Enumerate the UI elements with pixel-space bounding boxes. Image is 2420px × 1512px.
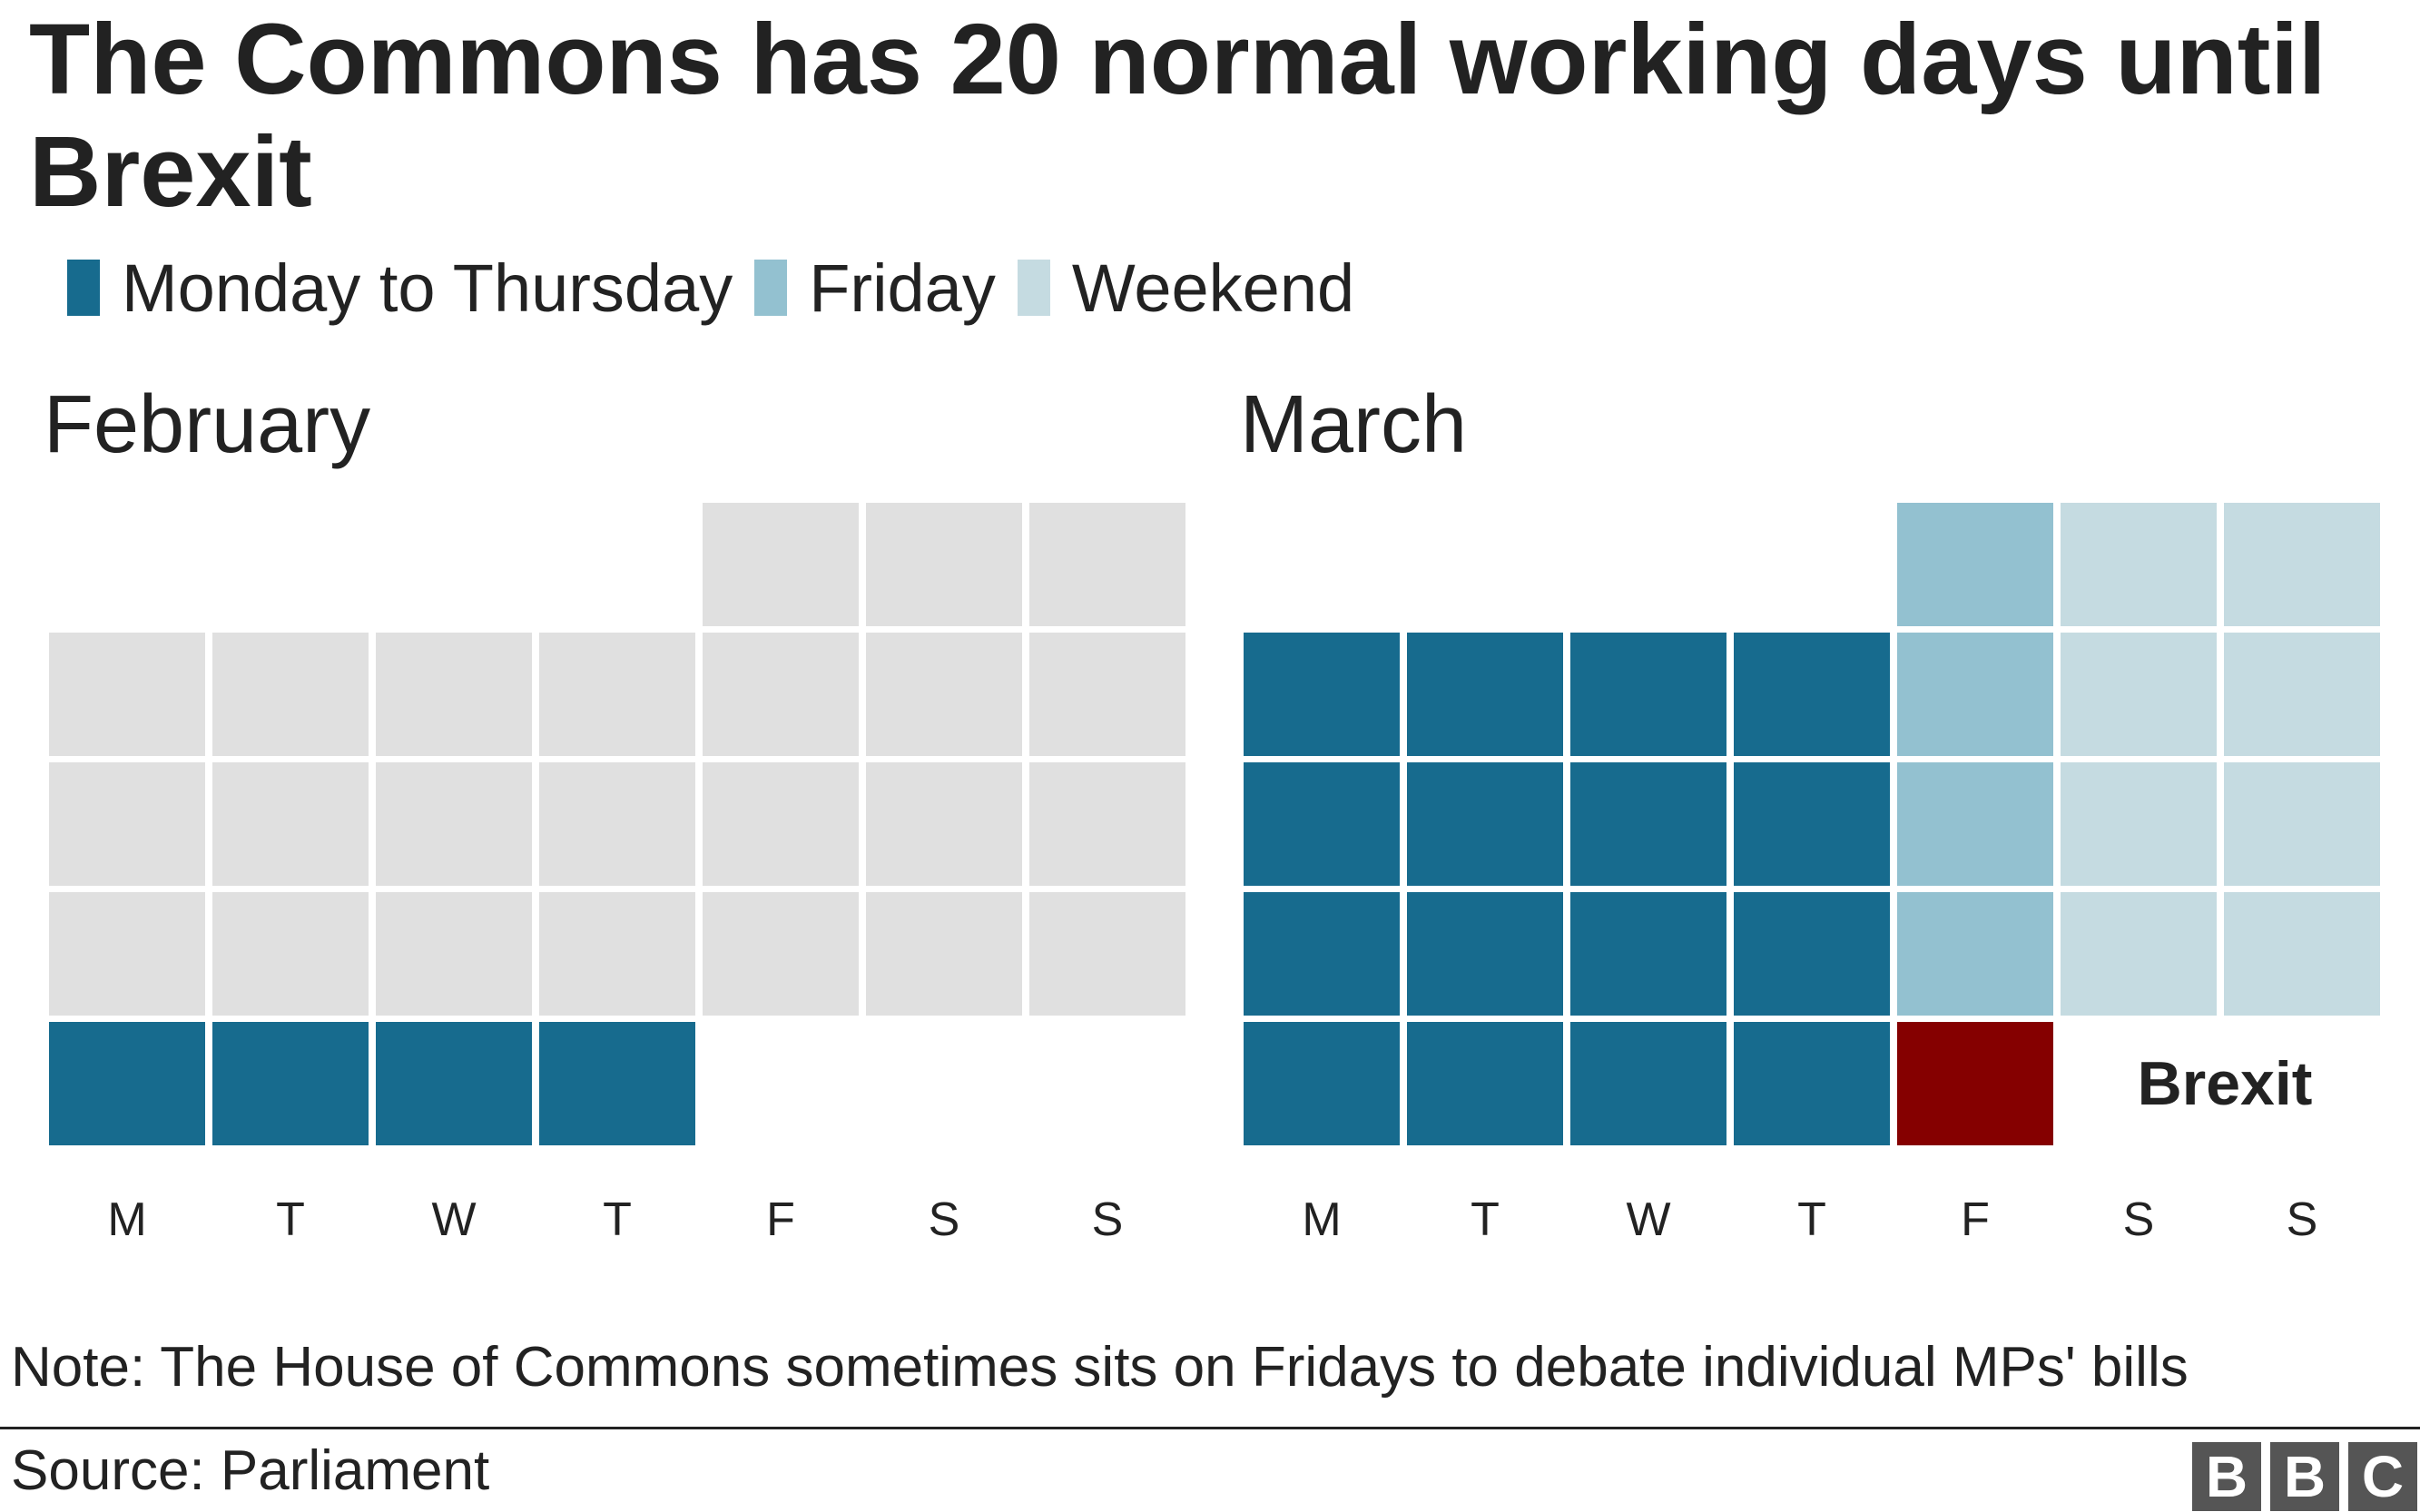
calendar-day-cell	[376, 1022, 532, 1145]
calendar-day-cell	[2224, 503, 2380, 626]
calendar-day-cell	[1244, 892, 1400, 1016]
calendar-day-cell	[1244, 762, 1400, 886]
legend-swatch-mon-thu	[67, 260, 100, 316]
calendar-day-cell	[1734, 633, 1890, 756]
calendar-day-cell	[1570, 1022, 1726, 1145]
calendar-day-cell	[539, 762, 695, 886]
calendar-day-cell	[866, 892, 1022, 1016]
calendar-day-cell	[376, 633, 532, 756]
calendar-day-cell	[1244, 633, 1400, 756]
legend-swatch-weekend	[1017, 260, 1050, 316]
calendar-day-cell	[49, 633, 205, 756]
calendar-day-cell	[2224, 633, 2380, 756]
calendar-day-cell	[1570, 633, 1726, 756]
legend: Monday to Thursday Friday Weekend	[67, 247, 1376, 329]
chart-title: The Commons has 20 normal working days u…	[29, 4, 2327, 228]
calendar-day-cell	[539, 1022, 695, 1145]
calendar-day-cell	[1734, 762, 1890, 886]
day-label-february: F	[766, 1193, 795, 1246]
legend-item-mon-thu: Monday to Thursday	[67, 250, 733, 327]
day-label-march: F	[1961, 1193, 1990, 1246]
calendar-day-cell	[49, 762, 205, 886]
calendar-day-cell	[539, 892, 695, 1016]
legend-item-friday: Friday	[754, 250, 996, 327]
calendar-day-cell	[1570, 892, 1726, 1016]
calendar-day-cell	[376, 762, 532, 886]
calendar-day-cell	[1029, 892, 1185, 1016]
legend-label-friday: Friday	[809, 250, 996, 326]
calendar-day-cell	[1897, 633, 2053, 756]
calendar-day-cell	[1897, 762, 2053, 886]
calendar-day-cell	[1029, 633, 1185, 756]
calendar-day-cell	[1734, 1022, 1890, 1145]
calendar-day-cell	[2061, 762, 2217, 886]
calendar-day-cell	[212, 892, 369, 1016]
chart-note: Note: The House of Commons sometimes sit…	[11, 1336, 2189, 1399]
calendar-day-cell	[49, 892, 205, 1016]
footer-divider	[0, 1427, 2420, 1429]
day-label-march: W	[1626, 1193, 1671, 1246]
month-label-march: March	[1240, 379, 1468, 470]
calendar-day-brexit	[1897, 1022, 2053, 1145]
legend-item-weekend: Weekend	[1017, 250, 1355, 327]
calendar-day-cell	[1734, 892, 1890, 1016]
calendar-day-cell	[2061, 633, 2217, 756]
calendar-day-cell	[1570, 762, 1726, 886]
day-label-february: M	[107, 1193, 147, 1246]
calendar-day-cell	[866, 633, 1022, 756]
calendar-day-cell	[1407, 633, 1563, 756]
bbc-logo: B B C	[2183, 1442, 2417, 1511]
legend-swatch-friday	[754, 260, 788, 316]
legend-label-mon-thu: Monday to Thursday	[122, 250, 733, 326]
day-label-march: T	[1797, 1193, 1826, 1246]
calendar-day-cell	[1407, 762, 1563, 886]
calendar-day-cell	[2224, 762, 2380, 886]
calendar-day-cell	[703, 633, 859, 756]
day-label-february: S	[928, 1193, 960, 1246]
day-label-march: T	[1471, 1193, 1500, 1246]
day-label-february: T	[276, 1193, 305, 1246]
calendar-day-cell	[1897, 503, 2053, 626]
calendar-day-cell	[866, 503, 1022, 626]
bbc-logo-letter: B	[2192, 1442, 2261, 1511]
day-label-february: S	[1091, 1193, 1124, 1246]
calendar-day-cell	[1029, 503, 1185, 626]
month-label-february: February	[44, 379, 371, 470]
legend-label-weekend: Weekend	[1071, 250, 1355, 326]
day-label-march: S	[2286, 1193, 2318, 1246]
calendar-day-cell	[2061, 892, 2217, 1016]
calendar-day-cell	[1029, 762, 1185, 886]
bbc-logo-letter: B	[2270, 1442, 2339, 1511]
bbc-logo-letter: C	[2348, 1442, 2417, 1511]
calendar-day-cell	[539, 633, 695, 756]
day-label-march: S	[2122, 1193, 2155, 1246]
chart-source: Source: Parliament	[11, 1439, 490, 1502]
calendar-day-cell	[1407, 1022, 1563, 1145]
calendar-day-cell	[703, 892, 859, 1016]
day-label-february: W	[431, 1193, 477, 1246]
calendar-day-cell	[212, 1022, 369, 1145]
calendar-day-cell	[703, 762, 859, 886]
calendar-day-cell	[703, 503, 859, 626]
calendar-day-cell	[212, 762, 369, 886]
calendar-day-cell	[866, 762, 1022, 886]
calendar-day-cell	[2224, 892, 2380, 1016]
calendar-day-cell	[212, 633, 369, 756]
calendar-day-cell	[1407, 892, 1563, 1016]
brexit-annotation: Brexit	[2137, 1049, 2313, 1118]
calendar-day-cell	[1244, 1022, 1400, 1145]
calendar-day-cell	[376, 892, 532, 1016]
calendar-day-cell	[2061, 503, 2217, 626]
day-label-march: M	[1302, 1193, 1342, 1246]
day-label-february: T	[603, 1193, 632, 1246]
calendar-day-cell	[49, 1022, 205, 1145]
calendar-day-cell	[1897, 892, 2053, 1016]
